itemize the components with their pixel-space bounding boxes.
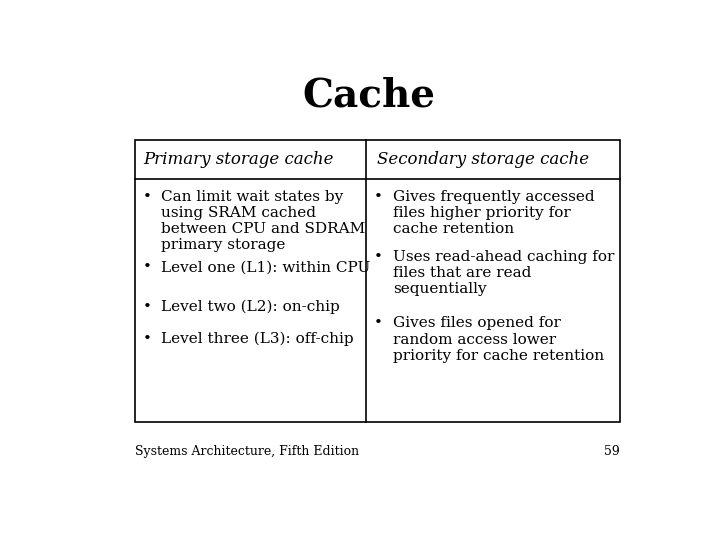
Text: Primary storage cache: Primary storage cache [143,151,333,168]
Text: Level three (L3): off-chip: Level three (L3): off-chip [161,332,354,346]
Text: •: • [374,250,383,264]
Text: Secondary storage cache: Secondary storage cache [377,151,590,168]
Text: Uses read-ahead caching for
files that are read
sequentially: Uses read-ahead caching for files that a… [393,250,614,296]
Text: 59: 59 [604,445,620,458]
Text: •: • [143,260,151,274]
Text: Systems Architecture, Fifth Edition: Systems Architecture, Fifth Edition [135,445,359,458]
Text: Level two (L2): on-chip: Level two (L2): on-chip [161,300,340,314]
Text: •: • [143,190,151,204]
Text: Cache: Cache [302,77,436,115]
FancyBboxPatch shape [135,140,620,422]
Text: Gives files opened for
random access lower
priority for cache retention: Gives files opened for random access low… [393,316,604,363]
Text: •: • [143,332,151,346]
Text: •: • [374,190,383,204]
Text: Can limit wait states by
using SRAM cached
between CPU and SDRAM
primary storage: Can limit wait states by using SRAM cach… [161,190,366,252]
Text: •: • [374,316,383,330]
Text: Level one (L1): within CPU: Level one (L1): within CPU [161,260,371,274]
Text: •: • [143,300,151,314]
Text: Gives frequently accessed
files higher priority for
cache retention: Gives frequently accessed files higher p… [393,190,595,236]
